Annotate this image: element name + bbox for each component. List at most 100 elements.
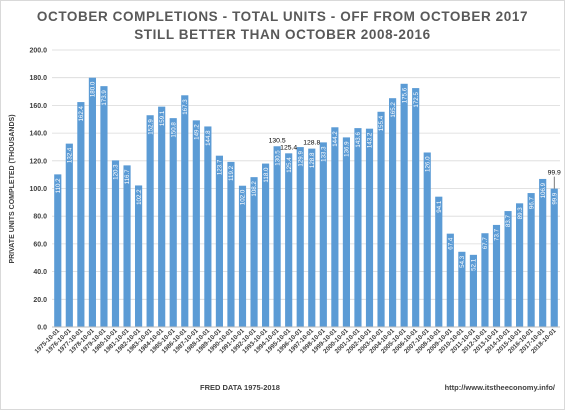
callout-label: 125.4 <box>280 144 297 151</box>
chart-subtitle: STILL BETTER THAN OCTOBER 2008-2016 <box>134 27 431 42</box>
bar <box>365 128 374 327</box>
bar-value-label: 180.0 <box>90 81 97 97</box>
bar <box>54 174 62 327</box>
bar-value-label: 54.3 <box>459 255 466 268</box>
bar <box>400 83 408 327</box>
bar-value-label: 110.2 <box>55 178 62 194</box>
bar-value-label: 144.8 <box>205 130 212 146</box>
bar-value-label: 162.4 <box>78 106 85 122</box>
bar <box>123 165 131 327</box>
bar-value-label: 128.8 <box>309 152 316 168</box>
bar-value-label: 150.8 <box>170 122 177 138</box>
bar <box>539 178 547 327</box>
bar <box>238 185 247 327</box>
bar-value-label: 155.4 <box>378 115 385 131</box>
bar <box>423 152 431 327</box>
bar <box>111 160 120 327</box>
bar-value-label: 175.6 <box>401 87 408 103</box>
bar-value-label: 89.3 <box>517 207 524 220</box>
bar <box>331 127 339 328</box>
bar <box>146 115 154 328</box>
bar-value-label: 165.2 <box>390 102 397 118</box>
bar-value-label: 102.2 <box>136 189 143 205</box>
bar <box>88 77 96 327</box>
bar-value-label: 172.5 <box>413 92 420 108</box>
source-url: http://www.itstheeconomy.info/ <box>444 383 555 392</box>
bar-value-label: 52.1 <box>471 258 478 271</box>
bar-value-label: 126.0 <box>424 156 431 172</box>
callout-label: 128.8 <box>303 140 320 147</box>
bar-value-label: 106.9 <box>540 182 547 198</box>
bar-value-label: 159.1 <box>159 110 166 126</box>
bar <box>458 251 466 327</box>
bar-value-label: 99.9 <box>551 192 558 205</box>
bar <box>135 185 143 327</box>
bar-value-label: 94.1 <box>436 200 443 213</box>
bar-value-label: 102.0 <box>240 189 247 205</box>
bar-value-label: 83.7 <box>505 215 512 228</box>
bar <box>250 177 258 327</box>
bar <box>296 147 304 327</box>
bar-value-label: 152.9 <box>147 119 154 135</box>
bar <box>516 203 524 327</box>
bar <box>469 254 477 327</box>
bar <box>158 106 166 327</box>
x-axis-title: FRED DATA 1975-2018 <box>200 383 280 392</box>
y-tick-label: 100.0 <box>29 186 47 193</box>
bar <box>319 142 327 327</box>
bar <box>65 143 73 327</box>
bar <box>412 88 420 328</box>
bar <box>492 224 501 327</box>
bar-value-label: 129.9 <box>297 151 304 167</box>
bar-value-label: 67.7 <box>482 237 489 250</box>
y-tick-label: 180.0 <box>29 75 47 82</box>
bar-value-label: 119.2 <box>228 165 235 181</box>
callout-label: 130.5 <box>269 137 286 144</box>
y-tick-label: 20.0 <box>33 297 47 304</box>
bar <box>550 188 558 327</box>
y-tick-label: 80.0 <box>33 214 47 221</box>
bar-value-label: 130.5 <box>274 150 281 166</box>
bar <box>100 86 108 327</box>
bar-value-label: 133.3 <box>321 146 328 162</box>
bar-value-label: 167.3 <box>182 99 189 115</box>
bar <box>308 148 316 327</box>
bar-value-label: 125.4 <box>286 157 293 173</box>
y-tick-label: 40.0 <box>33 269 47 276</box>
bar-value-label: 108.2 <box>251 181 258 197</box>
y-tick-label: 200.0 <box>29 48 47 55</box>
bar <box>435 196 443 327</box>
bar <box>169 118 177 327</box>
bar <box>504 211 512 327</box>
bar-value-label: 149.2 <box>194 124 201 140</box>
bar <box>204 126 212 328</box>
bar <box>377 111 385 327</box>
bar <box>181 95 189 328</box>
bar-value-label: 132.4 <box>67 147 74 163</box>
bar <box>215 155 223 327</box>
bar <box>192 120 200 327</box>
y-tick-label: 0.0 <box>37 325 47 332</box>
bar <box>354 128 362 327</box>
bar-value-label: 67.4 <box>448 237 455 250</box>
bar <box>481 233 489 327</box>
y-tick-label: 140.0 <box>29 131 47 138</box>
chart-title: OCTOBER COMPLETIONS - TOTAL UNITS - OFF … <box>36 9 529 24</box>
bar-value-label: 173.9 <box>101 90 108 106</box>
bar <box>389 98 397 327</box>
bar-value-label: 136.9 <box>344 141 351 157</box>
bar <box>77 102 85 328</box>
bar <box>527 193 535 327</box>
bar <box>342 137 350 327</box>
bar <box>446 233 454 327</box>
bar <box>262 163 270 327</box>
bar-value-label: 96.7 <box>528 197 535 210</box>
y-tick-label: 60.0 <box>33 241 47 248</box>
bar-value-label: 120.3 <box>113 164 120 180</box>
bar-value-label: 116.7 <box>124 169 131 185</box>
bar <box>285 153 293 327</box>
y-tick-label: 120.0 <box>29 158 47 165</box>
bar <box>227 161 235 327</box>
bar-value-label: 73.7 <box>494 228 501 241</box>
